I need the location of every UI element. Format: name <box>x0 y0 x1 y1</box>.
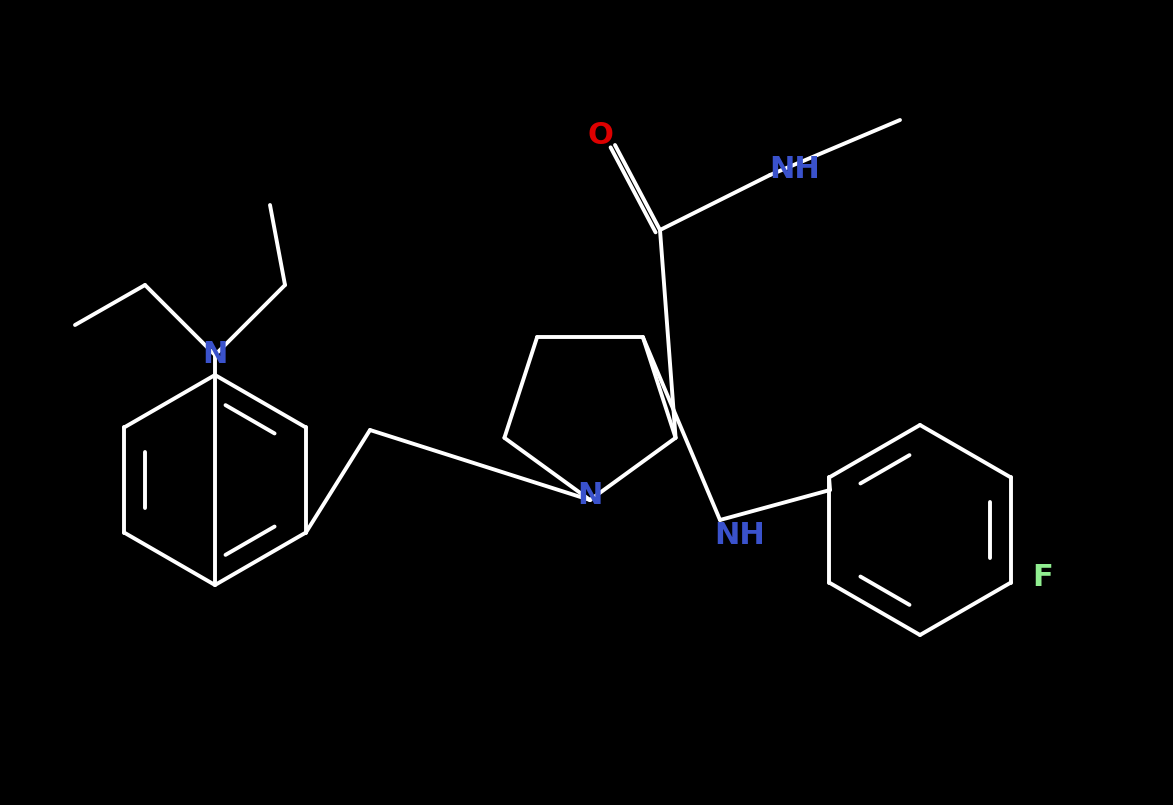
Text: N: N <box>577 481 603 510</box>
Text: O: O <box>586 121 613 150</box>
Text: NH: NH <box>714 521 765 550</box>
Text: N: N <box>202 341 228 369</box>
Text: NH: NH <box>769 155 820 184</box>
Text: F: F <box>1032 563 1053 592</box>
